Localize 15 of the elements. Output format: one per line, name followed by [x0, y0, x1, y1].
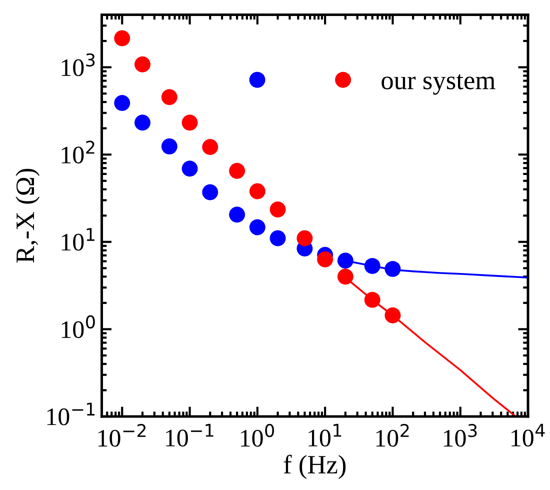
x-tick-label: 10$^{3}$	[444, 424, 477, 447]
x-tick-label: 10$^{2}$	[376, 424, 409, 447]
x-tick-label: 10$^{−2}$	[98, 424, 146, 447]
y-axis-title: R,-X (Ω)	[16, 168, 40, 263]
x-axis-title: f (Hz)	[284, 454, 346, 479]
y-tick-label: 10$^{3}$	[62, 53, 95, 76]
y-tick-label: 10$^{2}$	[62, 140, 94, 164]
y-tick-label: 10$^{−1}$	[47, 402, 95, 426]
x-tick-label: 10$^{0}$	[240, 424, 274, 447]
y-tick-label: 10$^{1}$	[62, 228, 94, 251]
x-tick-label: 10$^{4}$	[512, 424, 545, 446]
y-tick-label: 10$^{0}$	[62, 315, 95, 338]
x-tick-label: 10$^{−1}$	[166, 424, 214, 446]
legend-label: our system	[382, 74, 496, 95]
x-tick-label: 10$^{1}$	[308, 424, 342, 446]
